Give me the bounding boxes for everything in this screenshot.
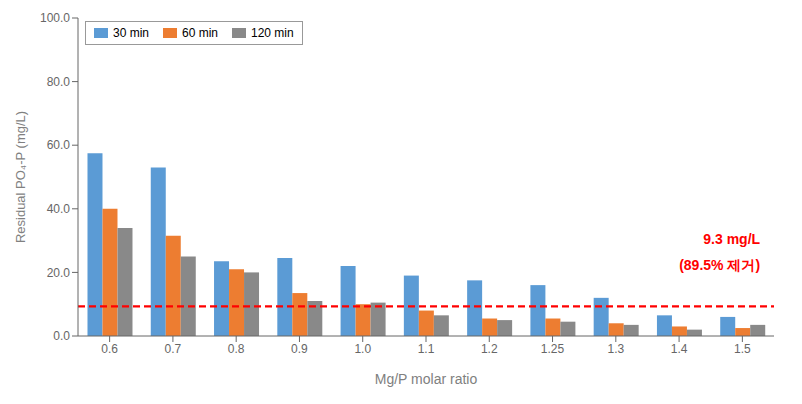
svg-text:1.25: 1.25 (541, 342, 565, 356)
svg-text:0.9: 0.9 (291, 342, 308, 356)
html-text:9.3 mg/L: 9.3 mg/L (703, 231, 761, 247)
svg-text:0.0: 0.0 (53, 329, 70, 343)
svg-text:1.4: 1.4 (671, 342, 688, 356)
html-text:30 min: 30 min (113, 26, 149, 41)
svg-text:20.0: 20.0 (47, 266, 71, 280)
html-text:120 min: 120 min (251, 26, 294, 41)
svg-text:1.5: 1.5 (734, 342, 751, 356)
svg-text:1.0: 1.0 (354, 342, 371, 356)
svg-text:40.0: 40.0 (47, 202, 71, 216)
svg-text:100.0: 100.0 (40, 11, 70, 25)
svg-text:0.8: 0.8 (228, 342, 245, 356)
svg-text:1.1: 1.1 (418, 342, 435, 356)
svg-text:Mg/P molar ratio: Mg/P molar ratio (375, 371, 478, 387)
svg-text:0.6: 0.6 (101, 342, 118, 356)
html-text:(89.5% 제거): (89.5% 제거) (679, 257, 761, 273)
svg-text:60.0: 60.0 (47, 138, 71, 152)
svg-text:1.2: 1.2 (481, 342, 498, 356)
svg-text:Residual PO₄-P (mg/L): Residual PO₄-P (mg/L) (13, 111, 28, 243)
html-text:60 min: 60 min (182, 26, 218, 41)
svg-text:80.0: 80.0 (47, 75, 71, 89)
svg-text:0.7: 0.7 (165, 342, 182, 356)
svg-text:1.3: 1.3 (607, 342, 624, 356)
